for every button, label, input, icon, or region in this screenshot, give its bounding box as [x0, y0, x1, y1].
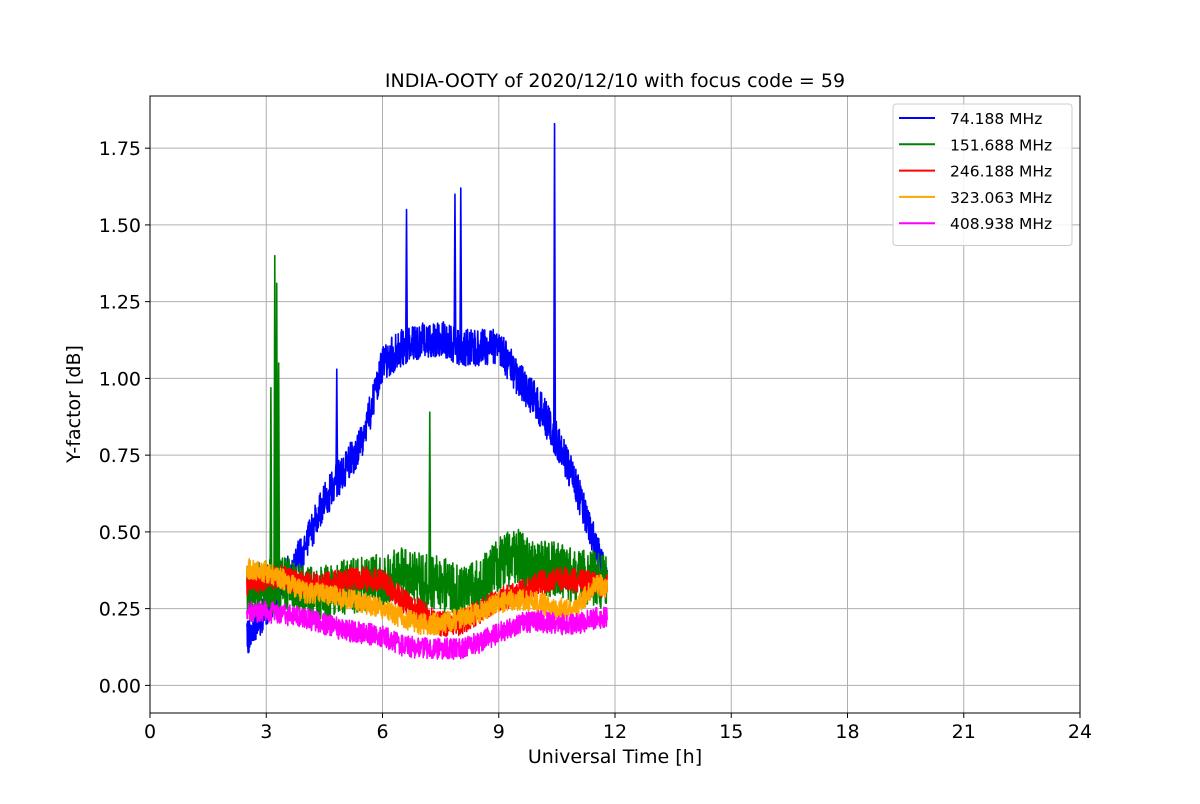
legend-label-0: 74.188 MHz — [950, 110, 1042, 128]
y-tick-label: 1.50 — [99, 215, 141, 237]
y-tick-label: 1.25 — [99, 292, 141, 314]
x-tick-label: 21 — [952, 721, 976, 743]
legend-box — [892, 103, 1073, 246]
y-axis-label: Y-factor [dB] — [63, 345, 85, 464]
series-line-0 — [246, 122, 609, 654]
x-tick-label: 18 — [835, 721, 859, 743]
x-tick-label: 12 — [603, 721, 627, 743]
legend-label-4: 408.938 MHz — [950, 215, 1052, 233]
y-tick-label: 0.00 — [99, 675, 141, 697]
x-tick-label: 24 — [1068, 721, 1092, 743]
x-tick-label: 6 — [376, 721, 388, 743]
x-tick-label: 15 — [719, 721, 743, 743]
y-tick-label: 0.25 — [99, 599, 141, 621]
y-tick-label: 1.75 — [99, 138, 141, 160]
series-line-4 — [246, 600, 609, 660]
chart-title: INDIA-OOTY of 2020/12/10 with focus code… — [385, 70, 845, 92]
series-line-2 — [246, 564, 609, 637]
y-tick-label: 0.50 — [99, 522, 141, 544]
series-line-3 — [246, 557, 609, 636]
x-tick-label: 3 — [260, 721, 272, 743]
y-tick-label: 1.00 — [99, 368, 141, 390]
legend: 74.188 MHz 151.688 MHz 246.188 MHz 323.063 … — [892, 103, 1073, 246]
series-group — [246, 122, 609, 660]
legend-label-2: 246.188 MHz — [950, 163, 1052, 181]
series-line-1 — [246, 254, 609, 621]
x-axis-label: Universal Time [h] — [528, 746, 702, 768]
x-tick-label: 9 — [493, 721, 505, 743]
axis-ticks: 0 3 6 9 12 15 18 21 24 0.00 0.25 0.50 0.75 1.00 1.25 1.… — [99, 138, 1092, 743]
x-tick-label: 0 — [144, 721, 156, 743]
legend-label-3: 323.063 MHz — [950, 189, 1052, 207]
legend-label-1: 151.688 MHz — [950, 136, 1052, 154]
y-tick-label: 0.75 — [99, 445, 141, 467]
